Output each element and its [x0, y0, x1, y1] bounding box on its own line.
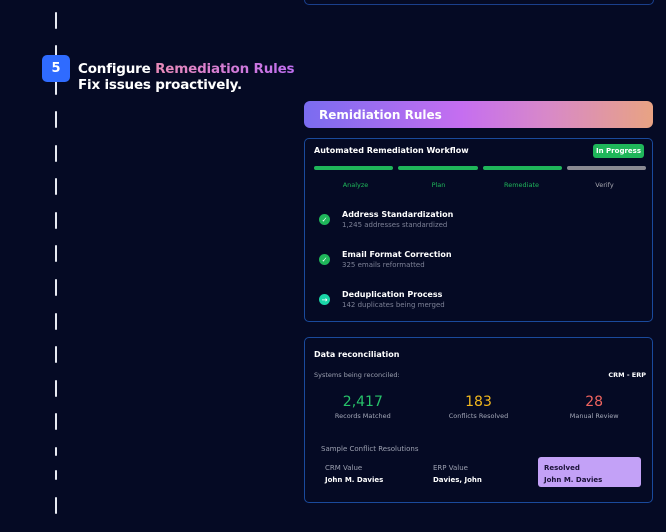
stat-label: Records Matched — [334, 412, 391, 420]
erp-header: ERP Value — [433, 464, 468, 472]
stage-label-plan: Plan — [431, 181, 446, 189]
timeline-dashed-line — [55, 0, 57, 532]
progress-bar-remediate — [482, 166, 562, 170]
remediation-rules-banner: Remidiation Rules — [304, 101, 653, 128]
erp-value-column: ERP Value Davies, John — [433, 462, 482, 486]
stat-manual-review: 28 Manual Review — [536, 394, 652, 420]
progress-bar-analyze — [314, 166, 394, 170]
previous-card — [304, 0, 654, 5]
crm-value-column: CRM Value John M. Davies — [325, 462, 383, 486]
task-detail: 325 emails reformatted — [342, 261, 425, 269]
stat-value: 2,417 — [342, 394, 383, 410]
systems-label: Systems being reconciled: — [314, 371, 400, 379]
task-title: Address Standardization — [342, 210, 454, 219]
stat-value: 28 — [585, 394, 604, 410]
remediation-workflow-card: Automated Remediation Workflow In Progre… — [304, 138, 653, 322]
check-icon: ✓ — [319, 254, 330, 265]
banner-title: Remidiation Rules — [319, 107, 442, 122]
crm-header: CRM Value — [325, 464, 363, 472]
step-subtitle: Fix issues proactively. — [78, 77, 242, 93]
stat-value: 183 — [465, 394, 492, 410]
reconciliation-title: Data reconciliation — [314, 350, 400, 359]
stage-label-analyze: Analyze — [342, 181, 369, 189]
task-item: ✓ Address Standardization 1,245 addresse… — [319, 210, 453, 231]
check-icon: ✓ — [319, 214, 330, 225]
progress-bar-plan — [398, 166, 478, 170]
task-item: ✓ Email Format Correction 325 emails ref… — [319, 250, 452, 271]
task-title: Deduplication Process — [342, 290, 443, 299]
stat-records-matched: 2,417 Records Matched — [305, 394, 421, 420]
crm-value: John M. Davies — [325, 476, 384, 484]
resolved-header: Resolved — [544, 464, 580, 472]
step-title-accent: Remediation Rules — [155, 61, 295, 77]
reconciliation-stats: 2,417 Records Matched 183 Conflicts Reso… — [305, 394, 652, 420]
stage-label-remediate: Remediate — [503, 181, 540, 189]
step-title-prefix: Configure — [78, 61, 156, 77]
stat-label: Manual Review — [569, 412, 619, 420]
progress-bar-verify — [566, 166, 646, 170]
step-heading: Configure Remediation Rules Fix issues p… — [78, 61, 295, 93]
status-badge: In Progress — [593, 144, 644, 158]
task-detail: 142 duplicates being merged — [342, 301, 445, 309]
stat-label: Conflicts Resolved — [448, 412, 509, 420]
workflow-title: Automated Remediation Workflow — [314, 146, 469, 155]
workflow-progress — [314, 166, 646, 170]
step-number-badge: 5 — [42, 55, 70, 82]
arrow-right-icon: → — [319, 294, 330, 305]
workflow-stage-labels: Analyze Plan Remediate Verify — [314, 181, 646, 189]
resolved-value: John M. Davies — [544, 476, 603, 484]
systems-value: CRM - ERP — [608, 371, 646, 379]
task-detail: 1,245 addresses standardized — [342, 221, 448, 229]
stat-conflicts-resolved: 183 Conflicts Resolved — [421, 394, 537, 420]
stage-label-verify: Verify — [595, 181, 614, 189]
step-number: 5 — [51, 61, 61, 76]
erp-value: Davies, John — [433, 476, 482, 484]
task-title: Email Format Correction — [342, 250, 452, 259]
data-reconciliation-card: Data reconciliation Systems being reconc… — [304, 337, 653, 503]
task-item: → Deduplication Process 142 duplicates b… — [319, 290, 445, 311]
samples-title: Sample Conflict Resolutions — [321, 445, 419, 453]
resolved-value-box: Resolved John M. Davies — [538, 457, 641, 487]
